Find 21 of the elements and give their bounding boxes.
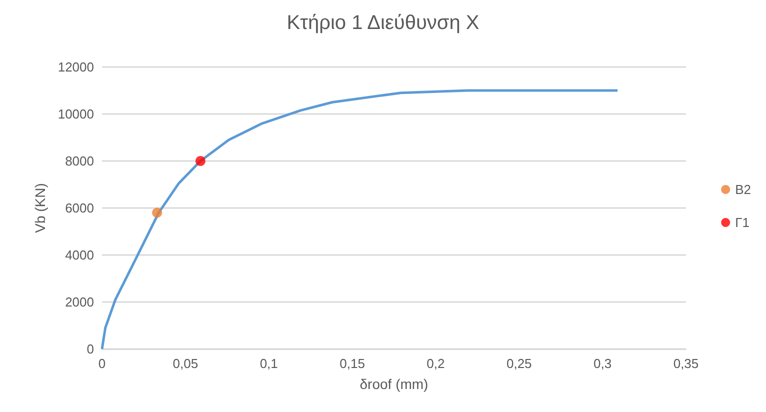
y-tick-label: 12000 (58, 60, 94, 74)
y-tick-label: 4000 (65, 248, 94, 262)
x-tick-label: 0,3 (594, 356, 612, 371)
x-tick-label: 0 (98, 356, 106, 371)
x-tick-label: 0,05 (172, 356, 198, 371)
y-tick-label: 10000 (58, 106, 94, 122)
x-tick-label: 0,1 (260, 356, 278, 371)
y-tick-label: 2000 (65, 294, 94, 310)
y-tick-label: 8000 (65, 154, 94, 168)
chart-title: Κτήριο 1 Διεύθυνση Χ (286, 12, 480, 34)
legend-label: Β2 (735, 182, 752, 197)
x-tick-label: 0,35 (673, 356, 699, 371)
legend-label: Γ1 (735, 215, 750, 230)
line-series (100, 89, 619, 350)
x-tick-label: 0,15 (340, 356, 365, 371)
y-tick-label: 6000 (65, 200, 94, 216)
y-axis-title: Vb (KN) (32, 183, 48, 233)
x-tick-label: 0,2 (426, 356, 445, 371)
x-tick-label: 0,25 (506, 356, 532, 371)
y-tick-label: 0 (86, 342, 94, 356)
x-axis-title: δroof (mm) (360, 376, 428, 392)
